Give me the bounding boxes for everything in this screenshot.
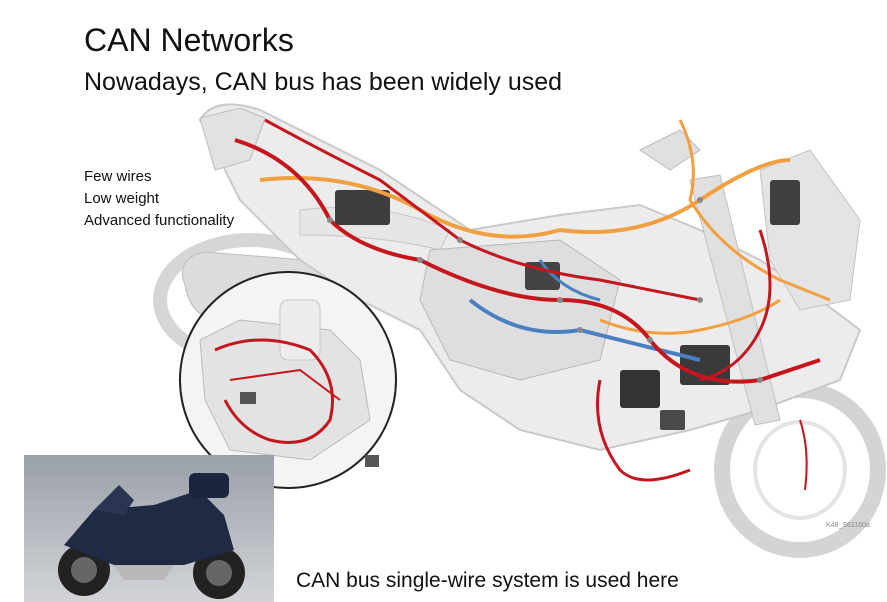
magnified-detail-circle [179,271,397,489]
slide-subtitle: Nowadays, CAN bus has been widely used [84,68,563,96]
wire-orange [259,158,791,239]
control-unit-2 [620,370,660,408]
benefit-list: Few wires Low weight Advanced functional… [84,166,234,232]
motorcycle-photo [24,455,274,602]
figure-code: K48_S61160a [826,522,870,529]
control-unit-1 [335,190,390,225]
benefit-item: Few wires [84,168,152,185]
figure-caption: CAN bus single-wire system is used here [296,569,679,592]
wire-red [234,138,821,384]
photo-topcase [189,473,229,498]
benefit-item: Advanced functionality [84,212,235,229]
benefit-item: Low weight [84,190,160,207]
slide-title: CAN Networks [84,22,294,58]
